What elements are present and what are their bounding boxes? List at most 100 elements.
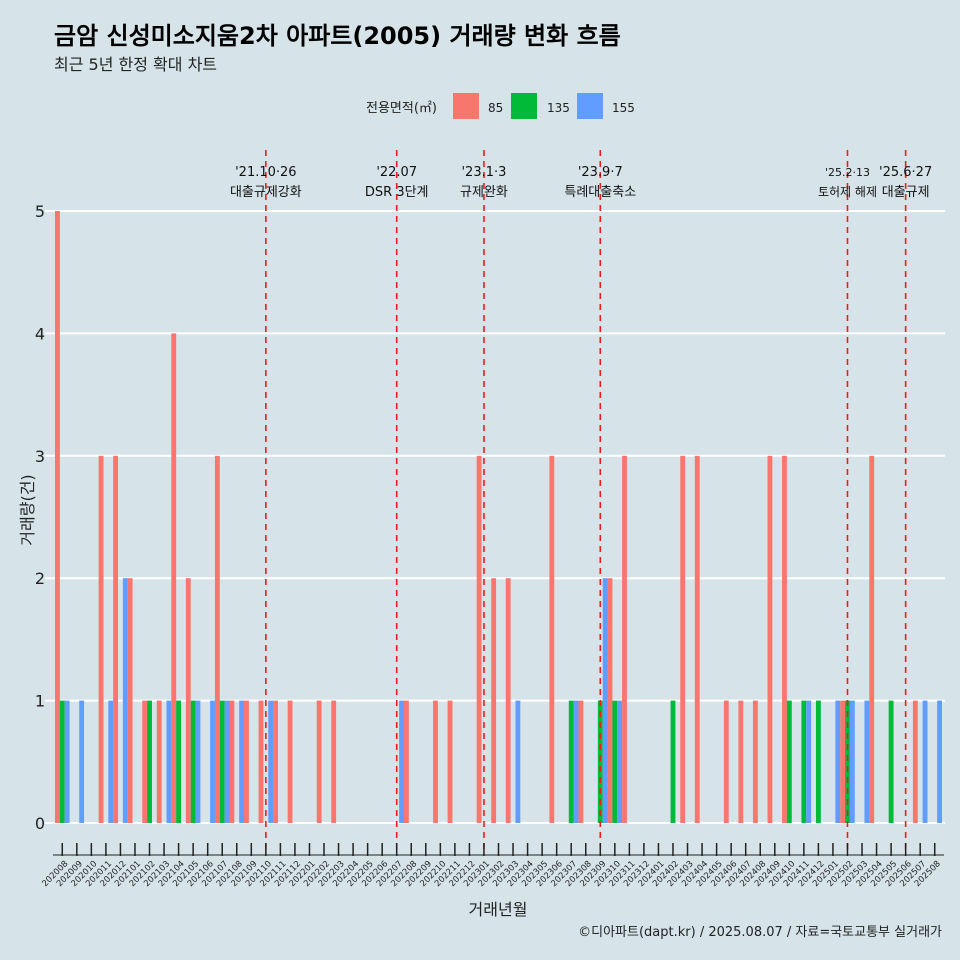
bar-155-202501 — [835, 700, 841, 823]
bar-155-202502 — [849, 700, 855, 823]
bar-135-202412 — [815, 700, 821, 823]
x-axis: 2020082020092020102020112020122021012021… — [40, 843, 944, 889]
bar-155-202307 — [573, 700, 579, 823]
legend-swatch-155 — [577, 93, 603, 119]
event-date-202110: '21.10·26 — [235, 165, 296, 180]
bar-135-202307 — [568, 700, 574, 823]
event-label-202110: 대출규제강화 — [230, 185, 302, 200]
footer-credit: ©디아파트(dapt.kr) / 2025.08.07 / 자료=국토교통부 실… — [578, 925, 942, 940]
bar-85-202306 — [549, 455, 555, 823]
bar-155-202309 — [602, 578, 608, 823]
bar-85-202011 — [98, 455, 104, 823]
bar-155-202105 — [195, 700, 201, 823]
bar-135-202309 — [597, 700, 603, 823]
bar-85-202104 — [171, 333, 177, 823]
bar-85-202504 — [869, 455, 875, 823]
bar-85-202311 — [622, 455, 627, 823]
bar-135-202105 — [190, 700, 196, 823]
bar-155-202508 — [937, 700, 942, 823]
event-label-202502: 토허제 해제 — [818, 185, 877, 199]
x-axis-title: 거래년월 — [469, 900, 528, 919]
bar-155-202507 — [922, 700, 928, 823]
bar-85-202308 — [578, 700, 584, 823]
bar-155-202009 — [79, 700, 85, 823]
legend-title: 전용면적(㎡) — [366, 101, 437, 116]
y-tick-label-2: 2 — [35, 569, 45, 588]
legend-swatch-135 — [511, 93, 537, 119]
bar-85-202310 — [607, 578, 613, 823]
y-tick-label-1: 1 — [35, 692, 45, 711]
bar-155-202103 — [166, 700, 172, 823]
event-label-202506: 대출규제 — [882, 185, 930, 200]
legend-label-135: 135 — [547, 101, 570, 115]
event-date-202301: '23.1·3 — [461, 165, 506, 180]
bars — [55, 211, 942, 823]
bar-85-202211 — [447, 700, 453, 823]
bar-85-202111 — [273, 700, 278, 823]
bar-135-202502 — [845, 700, 850, 823]
event-date-202502: '25.2·13 — [825, 166, 870, 179]
bar-85-202103 — [156, 700, 162, 823]
bar-85-202407 — [738, 700, 744, 823]
bar-135-202410 — [786, 700, 792, 823]
bar-155-202310 — [617, 700, 623, 823]
bar-85-202302 — [491, 578, 497, 823]
bar-155-202012 — [122, 578, 128, 823]
chart-title: 금암 신성미소지움2차 아파트(2005) 거래량 변화 흐름 — [54, 22, 621, 50]
y-tick-label-0: 0 — [35, 814, 45, 833]
bar-155-202108 — [239, 700, 245, 823]
event-date-202207: '22.07 — [376, 165, 417, 180]
bar-85-202105 — [185, 578, 191, 823]
event-date-202309: '23.9·7 — [578, 165, 623, 180]
bar-85-202008 — [55, 211, 60, 823]
bar-85-202410 — [782, 455, 787, 823]
bar-85-202112 — [287, 700, 293, 823]
bar-85-202301 — [476, 455, 482, 823]
bar-85-202406 — [723, 700, 729, 823]
bar-85-202303 — [505, 578, 511, 823]
bar-85-202101 — [127, 578, 133, 823]
bar-155-202411 — [806, 700, 812, 823]
bar-85-202502 — [840, 700, 846, 823]
bar-85-202210 — [433, 700, 438, 823]
bar-135-202102 — [147, 700, 152, 823]
bar-85-202507 — [912, 700, 918, 823]
y-tick-label-4: 4 — [35, 324, 45, 343]
bar-85-202404 — [694, 455, 700, 823]
bar-85-202203 — [331, 700, 337, 823]
event-date-202506: '25.6·27 — [879, 165, 932, 180]
event-label-202207: DSR 3단계 — [365, 185, 429, 200]
bar-155-202011 — [108, 700, 114, 823]
bar-85-202012 — [113, 455, 119, 823]
legend: 전용면적(㎡) 85 135 155 — [366, 93, 635, 119]
bar-85-202408 — [752, 700, 758, 823]
bar-85-202202 — [316, 700, 322, 823]
bar-85-202107 — [214, 455, 220, 823]
bar-85-202110 — [258, 700, 264, 823]
bar-155-202503 — [864, 700, 870, 823]
bar-135-202411 — [801, 700, 807, 823]
bar-85-202108 — [229, 700, 235, 823]
legend-swatch-85 — [453, 93, 479, 119]
bar-135-202104 — [176, 700, 182, 823]
legend-label-85: 85 — [488, 101, 503, 115]
y-tick-label-3: 3 — [35, 447, 45, 466]
y-axis-title: 거래량(건) — [18, 474, 37, 545]
legend-label-155: 155 — [612, 101, 635, 115]
bar-155-202303 — [515, 700, 521, 823]
bar-155-202107 — [224, 700, 230, 823]
event-label-202301: 규제완화 — [460, 185, 508, 200]
y-tick-labels: 0 1 2 3 4 5 — [35, 202, 45, 833]
bar-155-202110 — [268, 700, 274, 823]
bar-155-202008 — [64, 700, 70, 823]
bar-85-202208 — [403, 700, 409, 823]
bar-85-202409 — [767, 455, 773, 823]
bar-135-202008 — [59, 700, 65, 823]
y-tick-label-5: 5 — [35, 202, 45, 221]
bar-135-202310 — [612, 700, 618, 823]
bar-135-202505 — [888, 700, 894, 823]
bar-85-202403 — [680, 455, 686, 823]
bar-155-202106 — [210, 700, 215, 823]
bar-85-202109 — [244, 700, 249, 823]
